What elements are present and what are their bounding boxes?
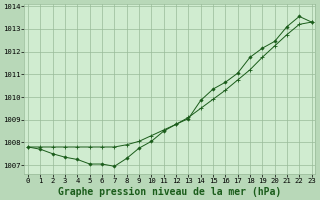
X-axis label: Graphe pression niveau de la mer (hPa): Graphe pression niveau de la mer (hPa) — [58, 186, 282, 197]
